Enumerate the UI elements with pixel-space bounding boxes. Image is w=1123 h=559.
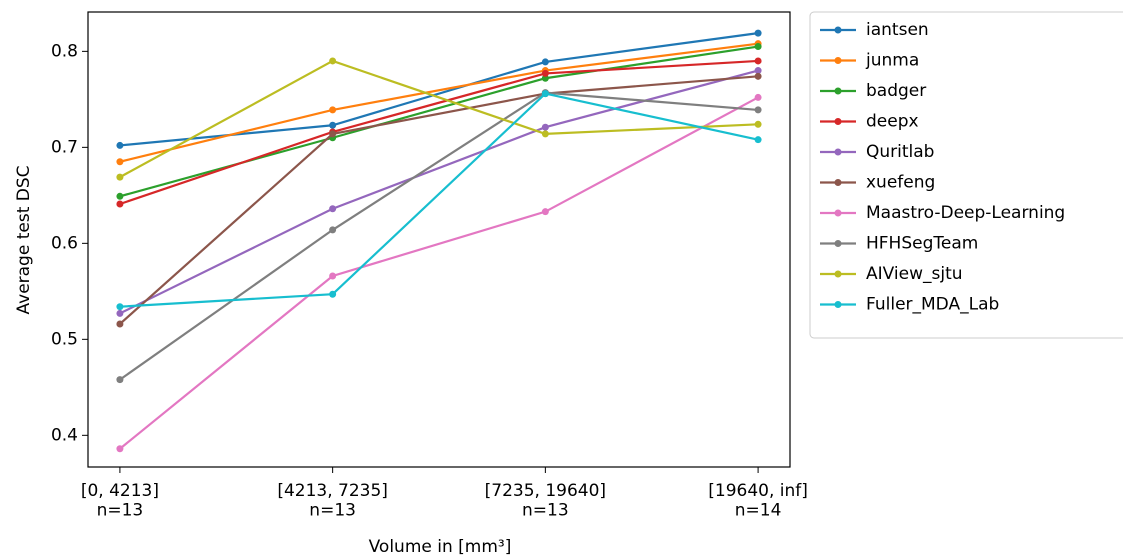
series-line <box>119 96 759 450</box>
data-point <box>754 43 762 51</box>
y-tick-label: 0.4 <box>51 425 78 445</box>
data-point <box>754 29 762 37</box>
legend-label: Quritlab <box>866 142 934 162</box>
data-point <box>329 106 337 114</box>
data-point <box>329 205 337 213</box>
legend-label: Maastro-Deep-Learning <box>866 203 1065 223</box>
data-point <box>754 93 762 101</box>
legend-label: HFHSegTeam <box>866 234 978 254</box>
data-point <box>541 58 549 66</box>
data-point <box>329 290 337 298</box>
legend-label: junma <box>865 51 919 71</box>
data-point <box>329 272 337 280</box>
series-line <box>119 75 759 325</box>
legend-label: AIView_sjtu <box>866 264 963 284</box>
series-line <box>119 59 759 206</box>
legend-marker <box>834 148 842 156</box>
data-point <box>541 130 549 138</box>
data-point <box>541 123 549 131</box>
legend-marker <box>834 118 842 125</box>
data-point <box>541 90 549 98</box>
legend-marker <box>834 240 842 247</box>
x-tick-label: [4213, 7235] n=13 <box>277 481 388 521</box>
legend-marker <box>834 301 842 308</box>
x-tick-label: [7235, 19640] n=13 <box>485 481 606 521</box>
data-point <box>754 72 762 80</box>
legend-label: Fuller_MDA_Lab <box>866 295 999 315</box>
legend-marker <box>834 57 842 64</box>
data-point <box>329 226 337 234</box>
x-axis-label: Volume in [mm³] <box>369 537 512 557</box>
data-point <box>116 303 124 311</box>
data-point <box>116 320 124 328</box>
data-point <box>116 376 124 384</box>
series-line <box>119 91 759 381</box>
data-point <box>541 69 549 77</box>
legend-marker <box>834 270 842 278</box>
data-point <box>116 445 124 453</box>
data-point <box>116 309 124 317</box>
data-point <box>116 141 124 149</box>
series-line <box>119 45 759 198</box>
data-point <box>754 106 762 114</box>
data-point <box>116 173 124 181</box>
legend-marker <box>834 87 842 95</box>
series-line <box>119 69 759 315</box>
series-line <box>119 92 759 308</box>
series-line <box>119 59 759 179</box>
x-tick-label: [0, 4213] n=13 <box>81 481 159 521</box>
y-tick-label: 0.6 <box>51 233 78 253</box>
data-point <box>329 57 337 65</box>
data-point <box>754 120 762 128</box>
y-tick-label: 0.8 <box>51 41 78 61</box>
data-point <box>329 130 337 138</box>
legend-marker <box>834 26 842 34</box>
y-tick-label: 0.5 <box>51 329 78 349</box>
y-tick-label: 0.7 <box>51 137 78 157</box>
data-point <box>754 57 762 65</box>
legend-marker <box>834 209 842 217</box>
y-axis-label: Average test DSC <box>14 165 34 314</box>
plot-frame <box>87 11 791 468</box>
data-point <box>754 67 762 75</box>
legend-box <box>809 11 1123 339</box>
data-point <box>329 121 337 129</box>
legend-label: badger <box>866 81 926 101</box>
data-point <box>541 208 549 216</box>
data-point <box>541 74 549 82</box>
legend-label: xuefeng <box>866 173 935 193</box>
legend-label: deepx <box>866 112 919 132</box>
data-point <box>754 136 762 144</box>
x-tick-label: [19640, inf] n=14 <box>708 481 808 521</box>
data-point <box>116 158 124 166</box>
legend-label: iantsen <box>866 20 929 40</box>
data-point <box>116 200 124 208</box>
data-point <box>116 192 124 200</box>
legend-marker <box>834 179 842 186</box>
series-line <box>119 42 759 163</box>
